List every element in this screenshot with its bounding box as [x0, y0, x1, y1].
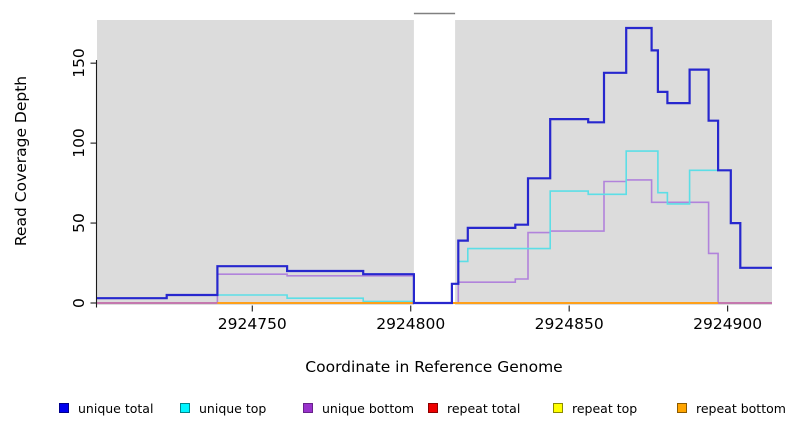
- plot-background-region-left: [97, 20, 414, 305]
- legend-label: unique top: [199, 400, 267, 416]
- series-unique_total-line: [97, 26, 772, 305]
- legend-item-repeat-top: repeat top: [553, 400, 638, 416]
- legend-label: repeat top: [572, 400, 638, 416]
- y-tick-label: 50: [70, 213, 88, 233]
- legend-label: repeat bottom: [696, 400, 786, 416]
- legend-item-unique-bottom: unique bottom: [303, 400, 415, 416]
- legend-item-unique-top: unique top: [180, 400, 267, 416]
- y-axis-title: Read Coverage Depth: [12, 75, 30, 247]
- legend-label: unique total: [78, 400, 154, 416]
- legend-swatch-icon: [303, 403, 313, 413]
- legend-label: repeat total: [447, 400, 521, 416]
- legend-label: unique bottom: [322, 400, 415, 416]
- legend-swatch-icon: [180, 403, 190, 413]
- plot-background-region-right: [455, 20, 772, 305]
- legend-item-unique-total: unique total: [59, 400, 154, 416]
- legend-item-repeat-bottom: repeat bottom: [677, 400, 786, 416]
- x-axis-title: Coordinate in Reference Genome: [305, 358, 563, 376]
- legend-item-repeat-total: repeat total: [428, 400, 521, 416]
- legend-swatch-icon: [553, 403, 563, 413]
- y-tick-label: 100: [70, 128, 88, 158]
- y-tick-label: 0: [70, 298, 88, 308]
- legend-swatch-icon: [428, 403, 438, 413]
- series-unique_top-line: [97, 150, 772, 304]
- y-tick-label: 150: [70, 48, 88, 78]
- legend-swatch-icon: [677, 403, 687, 413]
- series-unique_bottom-line: [97, 179, 772, 304]
- legend-swatch-icon: [59, 403, 69, 413]
- x-tick-label: 2924850: [534, 315, 604, 333]
- x-tick-label: 2924750: [217, 315, 287, 333]
- x-tick-label: 2924900: [693, 315, 763, 333]
- x-tick-label: 2924800: [376, 315, 446, 333]
